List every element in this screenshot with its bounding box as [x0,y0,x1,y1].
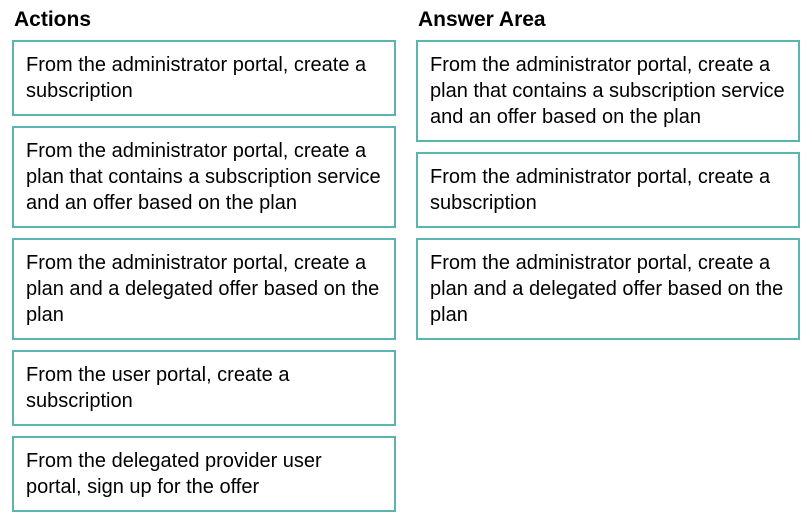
actions-header: Actions [12,8,396,32]
answer-column: Answer Area From the administrator porta… [416,8,800,522]
answer-header: Answer Area [416,8,800,32]
action-item[interactable]: From the delegated provider user portal,… [12,436,396,512]
actions-column: Actions From the administrator portal, c… [12,8,396,522]
answer-item[interactable]: From the administrator portal, create a … [416,152,800,228]
action-item[interactable]: From the user portal, create a subscript… [12,350,396,426]
action-item[interactable]: From the administrator portal, create a … [12,126,396,228]
action-item[interactable]: From the administrator portal, create a … [12,40,396,116]
action-item[interactable]: From the administrator portal, create a … [12,238,396,340]
answer-item[interactable]: From the administrator portal, create a … [416,40,800,142]
answer-item[interactable]: From the administrator portal, create a … [416,238,800,340]
drag-drop-container: Actions From the administrator portal, c… [12,8,800,522]
